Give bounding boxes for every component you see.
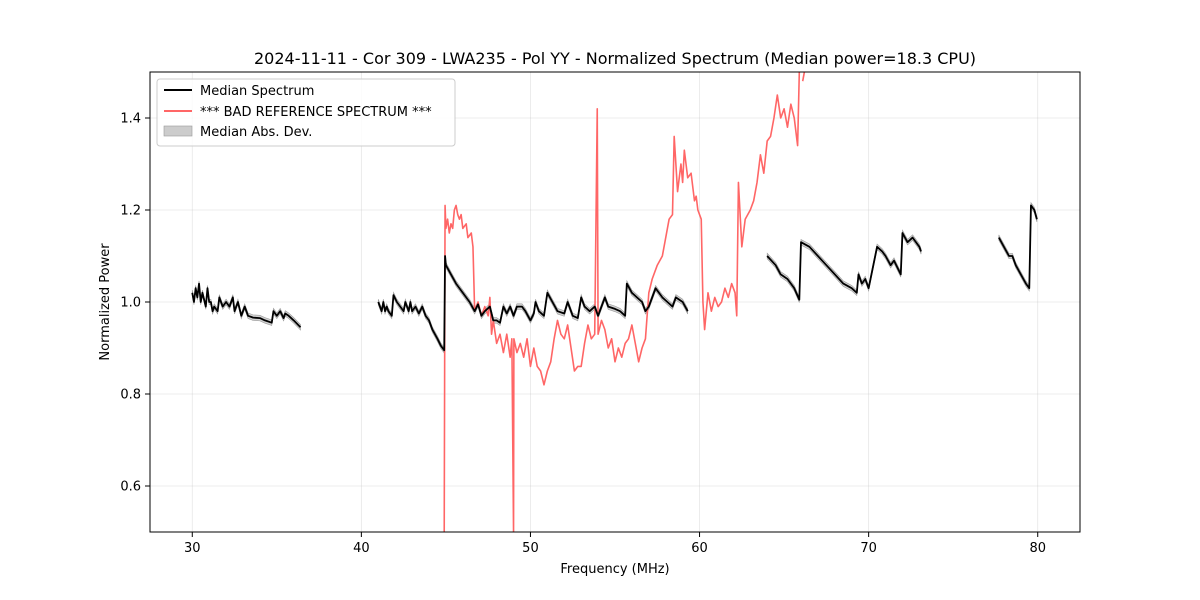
median-spectrum-line [191, 282, 302, 328]
x-tick-label: 50 [522, 541, 539, 556]
legend-label-bad-reference: *** BAD REFERENCE SPECTRUM *** [200, 105, 432, 120]
x-tick-label: 40 [353, 541, 370, 556]
y-axis-ticks: 0.6 0.8 1.0 1.2 1.4 [120, 112, 150, 495]
median-spectrum-line [766, 232, 922, 301]
grid-lines [150, 72, 1080, 532]
legend-box [156, 78, 456, 147]
y-tick-label: 1.2 [120, 204, 141, 219]
series-layer [191, 72, 1038, 532]
mad-band [191, 280, 301, 331]
median-spectrum-line [377, 255, 689, 352]
x-tick-label: 80 [1029, 541, 1046, 556]
y-tick-label: 0.6 [120, 480, 141, 495]
x-axis-ticks: 30 40 50 60 70 80 [184, 532, 1046, 556]
x-axis-label: Frequency (MHz) [560, 562, 669, 577]
legend-label-median: Median Spectrum [200, 84, 314, 99]
x-tick-label: 60 [691, 541, 708, 556]
legend: Median Spectrum *** BAD REFERENCE SPECTR… [156, 78, 456, 147]
legend-label-mad: Median Abs. Dev. [200, 125, 312, 140]
legend-swatch-mad [163, 125, 193, 137]
bad-reference-line [801, 72, 806, 82]
y-tick-label: 0.8 [120, 388, 141, 403]
y-tick-label: 1.4 [120, 112, 141, 127]
y-axis-label: Normalized Power [98, 243, 113, 361]
mad-band [998, 201, 1038, 292]
chart-title: 2024-11-11 - Cor 309 - LWA235 - Pol YY -… [254, 49, 976, 68]
bad-reference-line [443, 72, 801, 532]
median-spectrum-line [998, 204, 1038, 290]
y-tick-label: 1.0 [120, 296, 141, 311]
x-tick-label: 30 [184, 541, 201, 556]
x-tick-label: 70 [860, 541, 877, 556]
